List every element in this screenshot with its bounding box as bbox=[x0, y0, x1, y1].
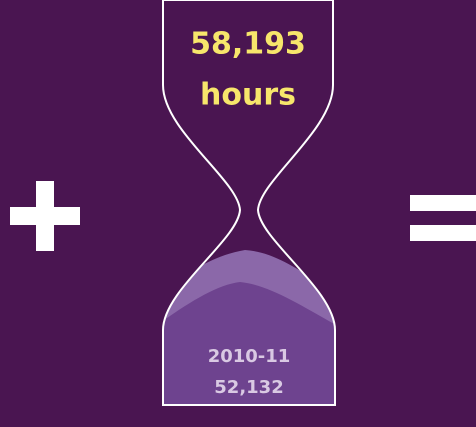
equals-sign bbox=[410, 195, 476, 241]
period-value: 52,132 bbox=[214, 377, 283, 398]
sand-dark bbox=[163, 282, 335, 405]
hourglass bbox=[162, 0, 336, 406]
total-value: 58,193 bbox=[190, 27, 306, 62]
sand bbox=[163, 250, 335, 405]
plus-sign bbox=[10, 181, 80, 251]
total-unit: hours bbox=[200, 78, 296, 113]
period: 2010-11 bbox=[208, 346, 291, 367]
